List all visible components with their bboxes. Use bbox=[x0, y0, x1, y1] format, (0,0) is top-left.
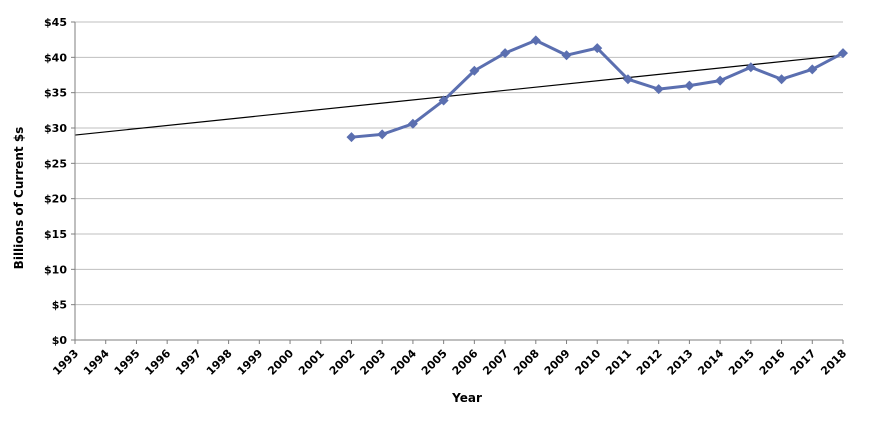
series-line-0 bbox=[351, 38, 844, 139]
data-point-2018 bbox=[838, 48, 848, 59]
data-point-2015 bbox=[745, 62, 756, 73]
data-point-2006 bbox=[469, 65, 480, 76]
x-tick-label: 2008 bbox=[511, 347, 542, 378]
x-tick-label: 1995 bbox=[112, 347, 143, 378]
x-tick-label: 2006 bbox=[450, 347, 481, 378]
y-tick-label: $10 bbox=[44, 263, 67, 276]
x-tick-label: 2004 bbox=[388, 347, 419, 378]
y-tick-label: $15 bbox=[44, 228, 67, 241]
data-point-2007 bbox=[500, 48, 511, 59]
x-tick-label: 2005 bbox=[419, 347, 450, 378]
x-tick-label: 1994 bbox=[81, 347, 112, 378]
y-tick-label: $20 bbox=[44, 193, 67, 206]
x-tick-label: 2012 bbox=[634, 347, 665, 378]
x-tick-label: 2013 bbox=[665, 347, 696, 378]
x-tick-label: 2007 bbox=[480, 347, 511, 378]
y-tick-label: $25 bbox=[44, 157, 67, 170]
data-point-2005 bbox=[438, 95, 449, 106]
y-tick-label: $45 bbox=[44, 16, 67, 29]
x-tick-label: 1998 bbox=[204, 347, 235, 378]
x-tick-label: 2009 bbox=[542, 347, 573, 378]
data-point-2016 bbox=[776, 74, 787, 85]
data-point-2009 bbox=[561, 50, 572, 61]
x-tick-label: 2014 bbox=[695, 347, 726, 378]
data-point-2017 bbox=[807, 64, 818, 75]
data-point-2012 bbox=[653, 84, 664, 95]
axes bbox=[71, 21, 844, 344]
x-tick-label: 2015 bbox=[726, 347, 757, 378]
y-tick-label: $30 bbox=[44, 122, 67, 135]
trendline-group bbox=[74, 54, 844, 136]
y-tick-label: $0 bbox=[52, 334, 68, 347]
x-tick-label: 2016 bbox=[757, 347, 788, 378]
data-point-2002 bbox=[346, 132, 357, 143]
data-point-2014 bbox=[715, 75, 726, 86]
y-tick-label: $40 bbox=[44, 51, 67, 64]
x-tick-label: 2010 bbox=[573, 347, 604, 378]
x-tick-label: 2002 bbox=[327, 347, 358, 378]
x-tick-label: 2000 bbox=[265, 347, 296, 378]
data-point-2008 bbox=[530, 35, 541, 46]
y-tick-label: $35 bbox=[44, 87, 67, 100]
x-tick-label: 2001 bbox=[296, 347, 327, 378]
x-tick-label: 1999 bbox=[235, 347, 266, 378]
x-tick-label: 2018 bbox=[818, 347, 849, 378]
x-tick-label: 1993 bbox=[50, 347, 81, 378]
x-axis-label: Year bbox=[451, 391, 482, 405]
data-point-2003 bbox=[377, 129, 388, 140]
y-tick-label: $5 bbox=[52, 299, 67, 312]
data-point-2004 bbox=[407, 118, 418, 129]
x-tick-label: 2017 bbox=[788, 347, 819, 378]
x-tick-label: 1996 bbox=[142, 347, 173, 378]
x-tick-label: 2003 bbox=[357, 347, 388, 378]
y-axis-label: Billions of Current $s bbox=[12, 127, 26, 270]
gridlines bbox=[75, 21, 843, 306]
data-point-2011 bbox=[622, 74, 633, 85]
y-tick-labels: $0 $5 $10 $15 $20 $25 $30 $35 $40 $45 bbox=[44, 16, 67, 347]
x-tick-label: 2011 bbox=[603, 347, 634, 378]
data-point-2013 bbox=[684, 80, 695, 91]
x-tick-label: 1997 bbox=[173, 347, 204, 378]
series-group bbox=[346, 35, 848, 143]
trendline bbox=[74, 54, 844, 136]
data-point-2010 bbox=[592, 43, 603, 54]
x-tick-labels: 1993 1994 1995 1996 1997 1998 1999 2000 2001 2002… bbox=[50, 347, 849, 378]
